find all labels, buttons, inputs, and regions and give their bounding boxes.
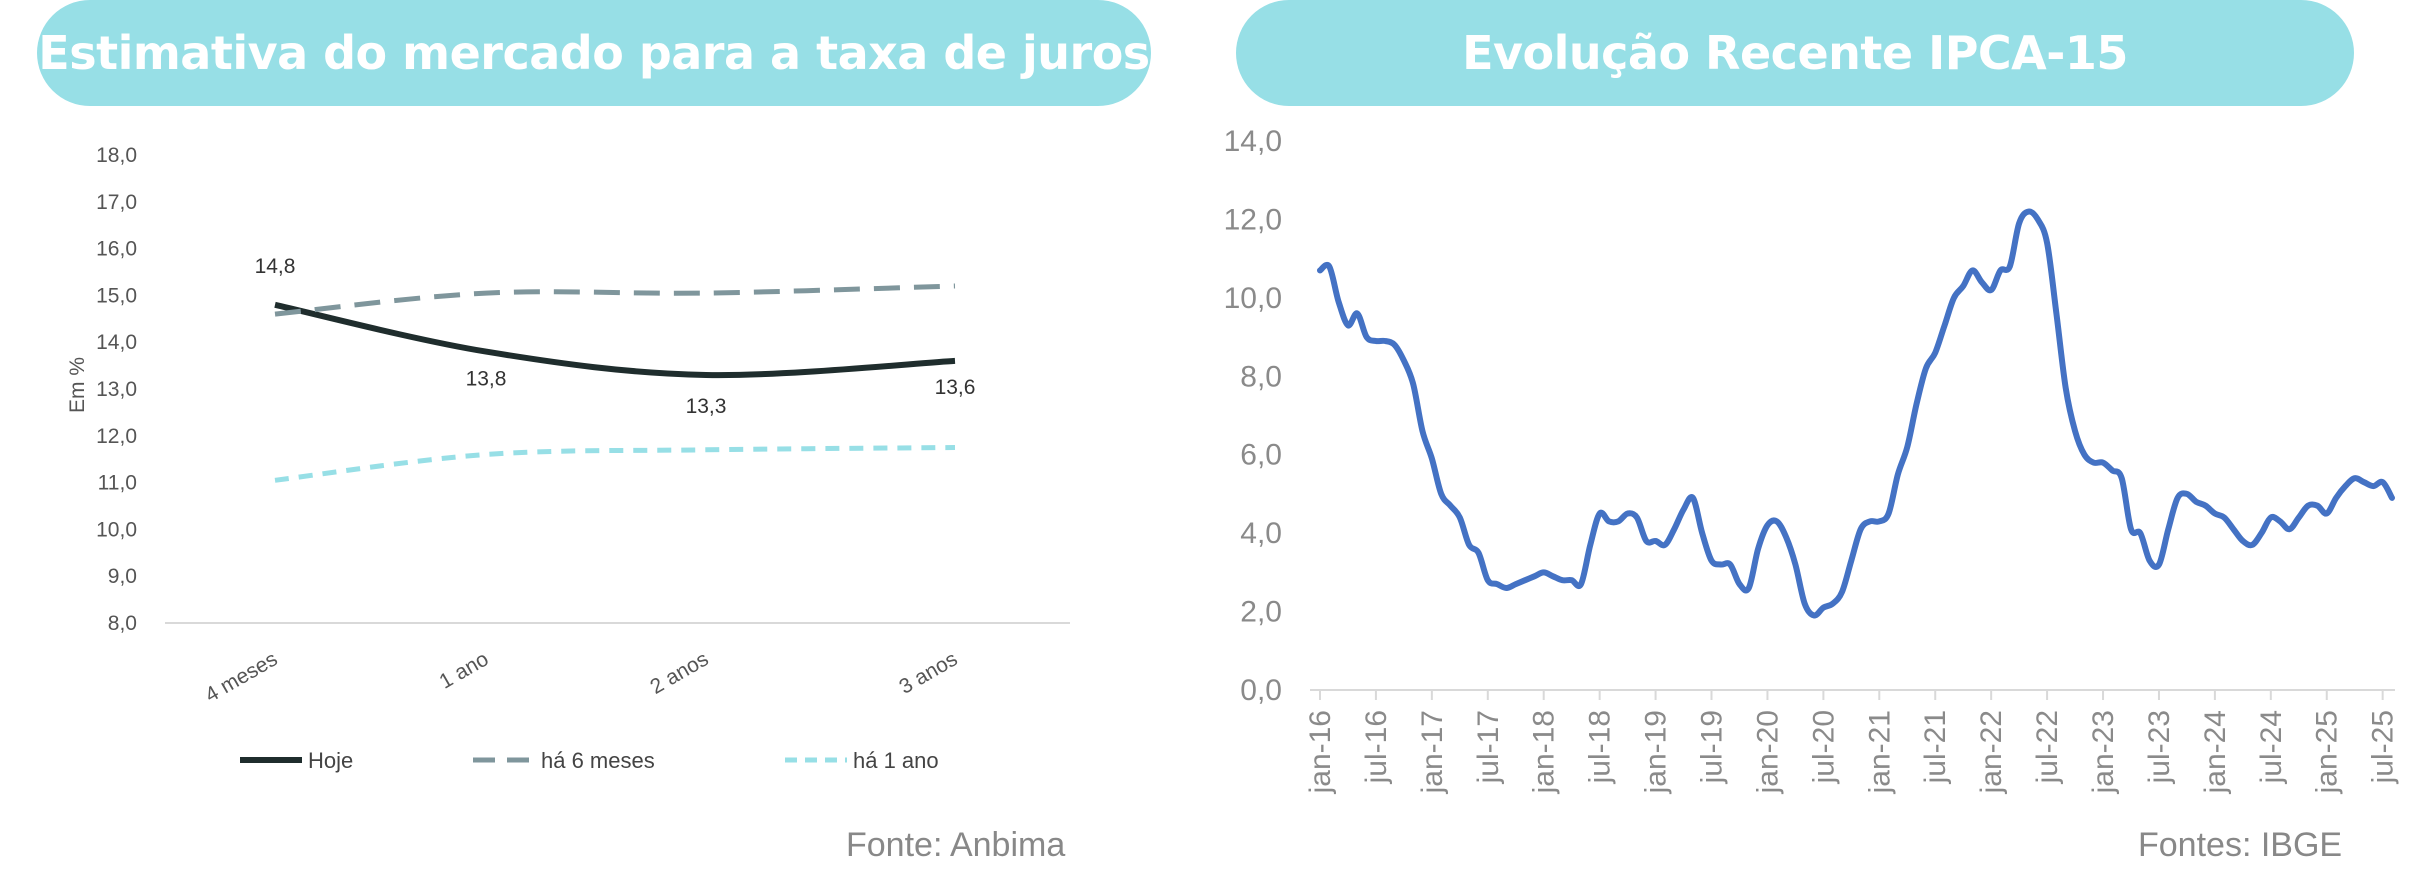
left-ytick-label: 14,0 (96, 331, 137, 354)
right-xtick-label: jan-20 (1751, 710, 1784, 794)
right-xtick-label: jan-23 (2087, 710, 2120, 794)
left-series-line-1 (274, 301, 956, 379)
left-legend-label: há 6 meses (541, 748, 655, 773)
left-xtick-label: 3 anos (895, 647, 961, 698)
right-xtick-label: jul-21 (1919, 710, 1952, 784)
right-xtick-label: jul-20 (1807, 710, 1840, 784)
right-ytick-label: 8,0 (1240, 360, 1282, 393)
left-panel-title: Estimativa do mercado para a taxa de jur… (37, 0, 1151, 106)
right-ytick-label: 10,0 (1224, 282, 1282, 315)
right-ytick-label: 4,0 (1240, 517, 1282, 550)
left-xtick-label: 1 ano (435, 647, 492, 693)
right-xtick-label: jan-21 (1863, 710, 1896, 794)
left-ytick-label: 15,0 (96, 284, 137, 307)
right-ytick-label: 14,0 (1224, 125, 1282, 158)
left-ytick-label: 13,0 (96, 378, 137, 401)
right-xtick-label: jul-22 (2031, 710, 2064, 784)
right-xtick-label: jul-23 (2143, 710, 2176, 784)
left-data-label: 13,3 (686, 395, 727, 418)
right-ytick-label: 0,0 (1240, 674, 1282, 707)
left-data-label: 13,6 (935, 376, 976, 399)
left-ytick-label: 10,0 (96, 518, 137, 541)
left-yaxis-label: Em % (66, 357, 89, 413)
right-ytick-label: 2,0 (1240, 596, 1282, 629)
right-xtick-label: jan-24 (2199, 710, 2232, 794)
left-ytick-label: 18,0 (96, 144, 137, 167)
left-source-note: Fonte: Anbima (846, 826, 1066, 864)
left-ytick-label: 9,0 (108, 565, 137, 588)
left-series-line-2 (274, 283, 956, 317)
right-xtick-label: jan-17 (1416, 710, 1449, 794)
left-ytick-label: 16,0 (96, 238, 137, 261)
left-ytick-label: 12,0 (96, 425, 137, 448)
left-data-label: 14,8 (255, 255, 296, 278)
left-ytick-label: 17,0 (96, 191, 137, 214)
left-ytick-label: 8,0 (108, 612, 137, 635)
right-xtick-label: jul-19 (1696, 710, 1729, 784)
left-xtick-label: 4 meses (201, 647, 281, 707)
left-legend-label: Hoje (308, 748, 353, 773)
left-xtick-label: 2 anos (646, 647, 712, 698)
right-xtick-label: jan-25 (2311, 710, 2344, 794)
right-source-note: Fontes: IBGE (2138, 826, 2343, 864)
left-series-line-3 (274, 445, 956, 483)
right-panel-title: Evolução Recente IPCA-15 (1236, 0, 2354, 106)
right-xtick-label: jan-18 (1528, 710, 1561, 794)
right-xtick-label: jan-16 (1304, 710, 1337, 794)
right-xtick-label: jan-19 (1640, 710, 1673, 794)
right-xtick-label: jul-25 (2367, 710, 2400, 784)
right-xtick-label: jul-18 (1584, 710, 1617, 784)
right-ytick-label: 6,0 (1240, 439, 1282, 472)
right-series-line (1317, 208, 2395, 619)
left-legend-label: há 1 ano (853, 748, 939, 773)
left-data-label: 13,8 (466, 368, 507, 391)
right-xtick-label: jul-16 (1360, 710, 1393, 784)
right-xtick-label: jan-22 (1975, 710, 2008, 794)
right-xtick-label: jul-24 (2255, 710, 2288, 784)
right-ytick-label: 12,0 (1224, 203, 1282, 236)
left-ytick-label: 11,0 (98, 472, 137, 495)
right-xtick-label: jul-17 (1472, 710, 1505, 784)
